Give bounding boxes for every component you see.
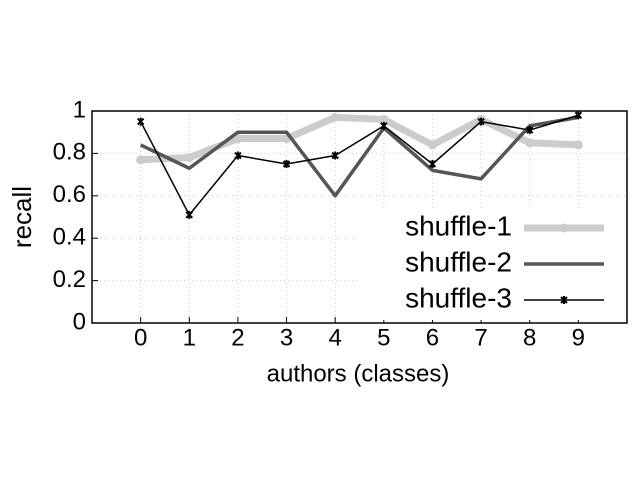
x-tick-label: 8 [523,324,536,351]
x-tick-label: 9 [572,324,585,351]
data-point [574,111,583,120]
y-tick-label: 0.6 [53,181,86,208]
y-tick-label: 1 [73,96,86,123]
data-point [380,121,388,130]
data-point [525,138,535,148]
x-tick-label: 5 [377,324,390,351]
x-tick-label: 4 [329,324,342,351]
legend-label: shuffle-3 [405,282,512,313]
series-line [139,115,579,198]
y-tick-label: 0 [73,308,86,335]
data-point [330,112,340,122]
data-point [233,134,243,144]
y-tick-label: 0.4 [53,224,86,251]
data-point [184,153,194,163]
y-axis-label: recall [7,186,37,248]
x-tick-label: 6 [426,324,439,351]
x-tick-label: 2 [231,324,244,351]
y-tick-label: 0.8 [53,139,86,166]
legend-marker [560,296,568,304]
data-point [379,114,389,124]
x-tick-label: 0 [134,324,147,351]
data-point [331,151,339,160]
data-point [234,151,242,160]
x-tick-label: 1 [183,324,196,351]
data-point [477,117,485,126]
data-point [136,155,146,165]
plot-frame [91,110,628,324]
data-point [185,210,193,219]
data-point [428,160,437,168]
legend-marker [559,223,569,233]
legend-label: shuffle-2 [405,246,512,277]
data-point [427,140,437,150]
data-point [136,117,145,126]
x-axis-label: authors (classes) [267,360,450,387]
y-tick-label: 0.2 [53,266,86,293]
data-point [573,140,583,150]
data-point [282,160,291,168]
x-tick-label: 7 [474,324,487,351]
legend-label: shuffle-1 [405,210,512,241]
series-line [139,114,579,216]
data-point [526,126,534,135]
x-tick-label: 3 [280,324,293,351]
